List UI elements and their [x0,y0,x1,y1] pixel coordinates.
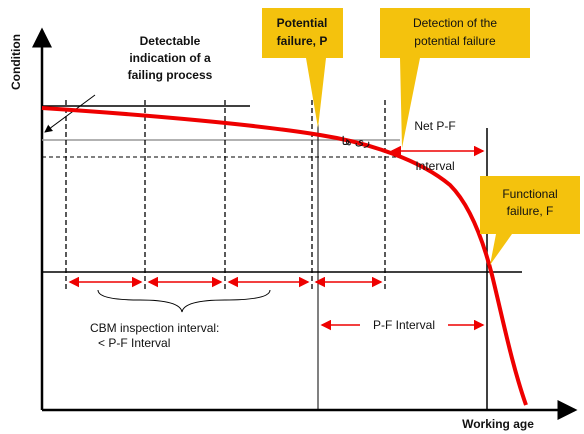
label-line: CBM inspection interval: [90,321,219,335]
cbm-label: CBM inspection interval: < P-F Interval [90,321,219,350]
net-pf-label: Net P-F Interval [414,119,455,173]
label-line: Functional [502,187,557,201]
pf-interval-label: P-F Interval [373,318,435,332]
y-axis-label: Condition [9,34,23,90]
label-line: failing process [128,68,213,82]
label-line: Detection of the [413,16,497,30]
label-line: Interval [415,159,454,173]
structure [32,27,578,420]
x-axis-label: Working age [462,417,534,431]
potential-label: Potential failure, P [277,16,328,48]
detection-label: Detection of the potential failure [413,16,497,48]
label-line: Potential [277,16,328,30]
arrows-red [68,145,485,331]
label-line: indication of a [129,51,211,65]
label-line: failure, P [277,34,328,48]
callouts [262,8,580,265]
label-line: Net P-F [414,119,455,133]
condition-curve [41,106,528,406]
label-line: < P-F Interval [98,336,170,350]
label-line: failure, F [507,204,554,218]
functional-label: Functional failure, F [502,187,557,218]
fragment-text: ری ها [341,134,370,148]
detectable-label: Detectable indication of a failing proce… [128,34,213,82]
label-line: Detectable [140,34,201,48]
label-line: potential failure [414,34,496,48]
